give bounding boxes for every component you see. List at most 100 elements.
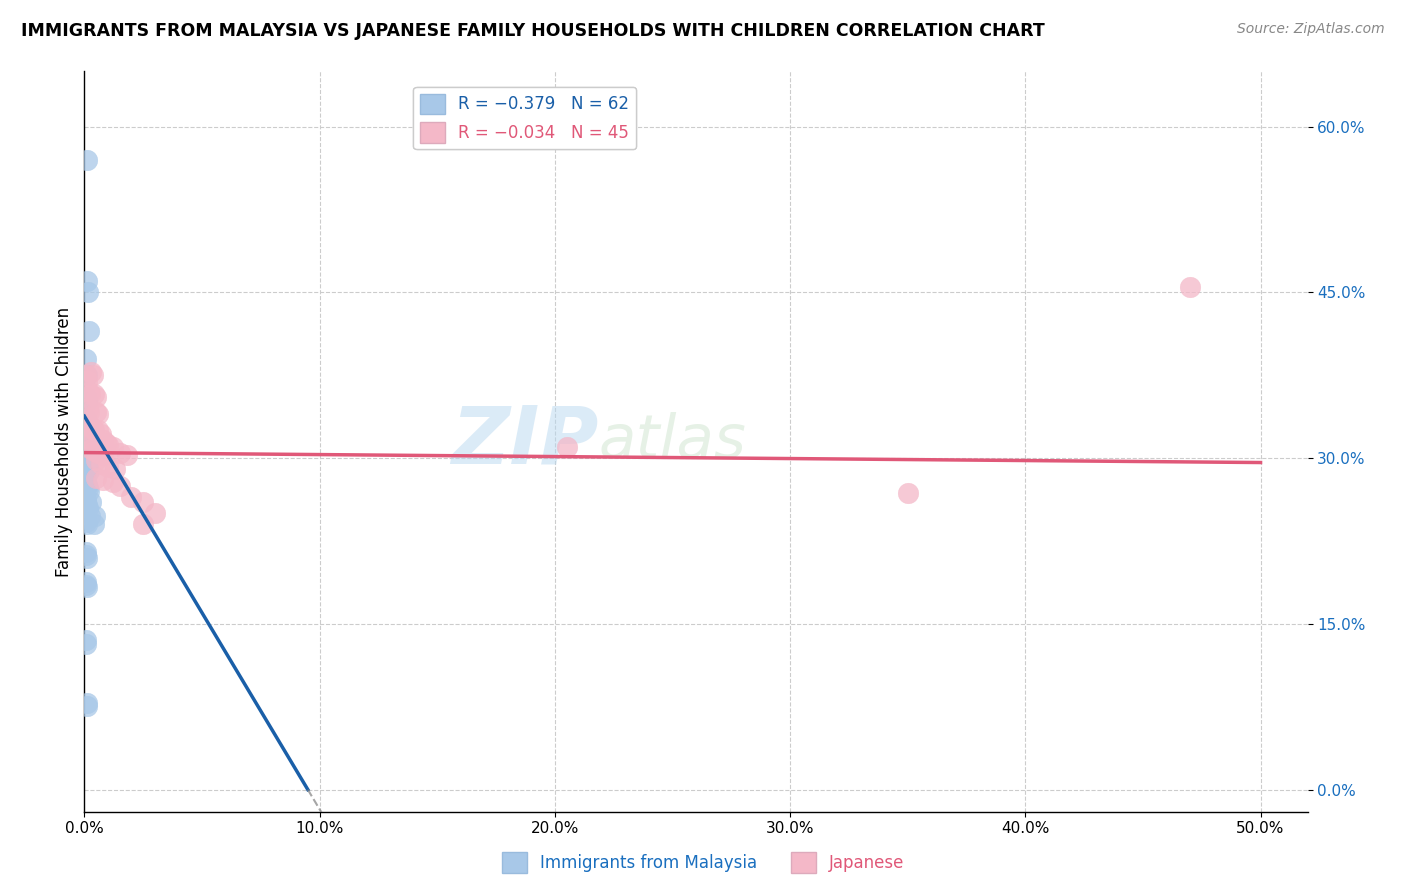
Point [84, 508, 107, 523]
Text: atlas: atlas [598, 412, 747, 471]
Point [77, 433, 100, 447]
Point [115, 448, 138, 462]
Point [77, 324, 100, 338]
Point [120, 490, 142, 504]
Point [76, 153, 98, 167]
Point [132, 495, 155, 509]
Y-axis label: Family Households with Children: Family Households with Children [55, 307, 73, 576]
Point [77, 464, 100, 478]
Point [84, 405, 107, 419]
Text: IMMIGRANTS FROM MALAYSIA VS JAPANESE FAMILY HOUSEHOLDS WITH CHILDREN CORRELATION: IMMIGRANTS FROM MALAYSIA VS JAPANESE FAM… [21, 22, 1045, 40]
Point [75, 633, 97, 648]
Point [76, 444, 98, 458]
Text: ZIP: ZIP [451, 402, 598, 481]
Point [75, 351, 97, 366]
Point [90, 426, 112, 441]
Point [76, 434, 98, 449]
Point [79, 508, 101, 523]
Point [87, 445, 110, 459]
Point [77, 401, 100, 416]
Point [77, 448, 100, 462]
Point [97, 438, 120, 452]
Point [76, 498, 98, 512]
Point [76, 374, 98, 388]
Point [75, 515, 97, 529]
Point [75, 475, 97, 490]
Point [108, 479, 131, 493]
Point [76, 581, 98, 595]
Point [75, 549, 97, 563]
Point [76, 417, 98, 432]
Point [76, 458, 98, 473]
Point [80, 442, 103, 457]
Point [101, 440, 124, 454]
Point [76, 274, 98, 288]
Point [132, 517, 155, 532]
Point [83, 387, 105, 401]
Point [75, 412, 97, 426]
Point [897, 486, 920, 500]
Point [83, 424, 105, 438]
Legend: Immigrants from Malaysia, Japanese: Immigrants from Malaysia, Japanese [495, 846, 911, 880]
Point [75, 495, 97, 509]
Point [79, 387, 101, 401]
Point [84, 453, 107, 467]
Point [76, 461, 98, 475]
Point [76, 697, 98, 711]
Point [80, 365, 103, 379]
Point [83, 444, 105, 458]
Point [84, 471, 107, 485]
Point [82, 368, 104, 383]
Point [76, 445, 98, 459]
Point [90, 457, 112, 471]
Point [76, 550, 98, 565]
Point [87, 407, 110, 421]
Point [75, 390, 97, 404]
Point [76, 479, 98, 493]
Point [75, 429, 97, 443]
Point [77, 436, 100, 450]
Point [97, 459, 120, 474]
Point [75, 426, 97, 441]
Point [77, 481, 100, 495]
Point [75, 545, 97, 559]
Point [76, 393, 98, 408]
Point [76, 368, 98, 383]
Point [94, 435, 117, 450]
Point [87, 424, 110, 438]
Point [75, 471, 97, 485]
Point [75, 456, 97, 470]
Point [75, 442, 97, 457]
Point [77, 405, 100, 419]
Point [75, 443, 97, 458]
Point [75, 458, 97, 472]
Point [76, 517, 98, 532]
Point [91, 448, 114, 462]
Point [76, 433, 98, 447]
Point [75, 574, 97, 589]
Point [77, 417, 100, 432]
Point [75, 416, 97, 430]
Point [76, 477, 98, 491]
Point [75, 431, 97, 445]
Point [82, 422, 104, 436]
Point [77, 500, 100, 515]
Point [75, 473, 97, 487]
Point [75, 368, 97, 383]
Legend: R = −0.379   N = 62, R = −0.034   N = 45: R = −0.379 N = 62, R = −0.034 N = 45 [413, 87, 636, 150]
Point [75, 440, 97, 454]
Point [75, 578, 97, 592]
Point [91, 473, 114, 487]
Point [84, 390, 107, 404]
Point [77, 484, 100, 499]
Point [108, 445, 131, 459]
Point [83, 517, 105, 532]
Point [80, 495, 103, 509]
Text: Source: ZipAtlas.com: Source: ZipAtlas.com [1237, 22, 1385, 37]
Point [76, 698, 98, 713]
Point [1178, 280, 1201, 294]
Point [75, 637, 97, 651]
Point [77, 435, 100, 450]
Point [77, 449, 100, 463]
Point [76, 431, 98, 445]
